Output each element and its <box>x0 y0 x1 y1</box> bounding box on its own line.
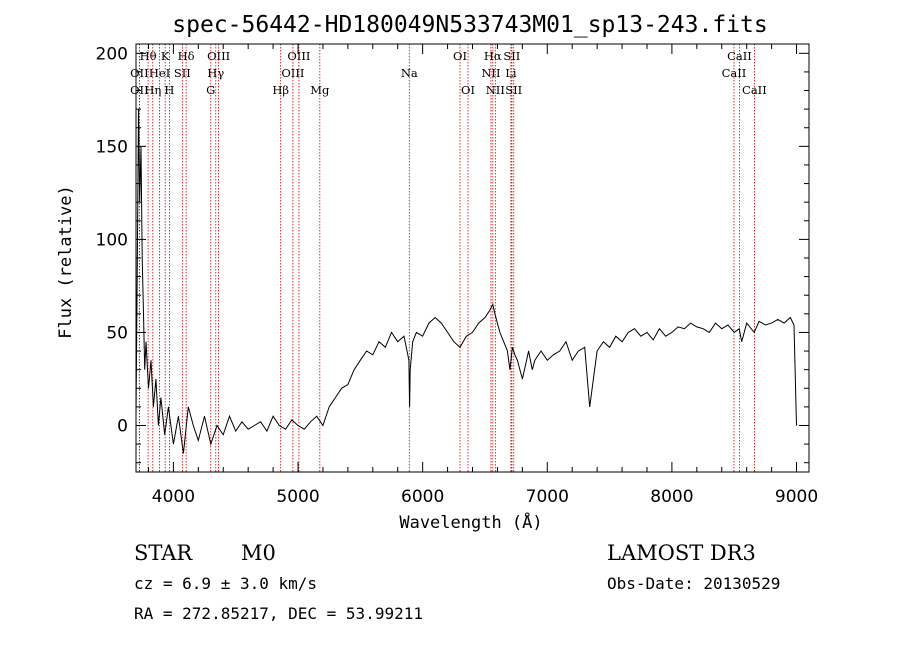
x-tick-label: 9000 <box>775 487 818 507</box>
line-label: OIII <box>287 49 310 63</box>
object-class: STAR <box>134 541 193 565</box>
x-tick-label: 5000 <box>276 487 319 507</box>
line-label: NII <box>481 66 500 80</box>
line-label: Hγ <box>207 66 224 80</box>
line-label: OIII <box>281 66 304 80</box>
line-markers <box>138 44 755 472</box>
x-axis-label: Wavelength (Å) <box>399 511 542 533</box>
line-label: OI <box>453 49 467 63</box>
line-label: H <box>164 83 174 97</box>
y-axis-label: Flux (relative) <box>56 185 76 339</box>
line-label: SII <box>505 83 522 97</box>
line-label: Li <box>505 66 517 80</box>
observation-date: Obs-Date: 20130529 <box>607 574 780 593</box>
line-label: G <box>206 83 215 97</box>
line-label: SII <box>503 49 520 63</box>
redshift-cz: cz = 6.9 ± 3.0 km/s <box>134 574 317 593</box>
line-label: OI <box>461 83 475 97</box>
line-label: Hη <box>144 83 161 97</box>
line-label: Hβ <box>272 83 289 97</box>
y-tick-label: 50 <box>106 323 128 343</box>
axis-ticks: 4000 5000 6000 7000 8000 9000 0 50 100 150 200 <box>96 44 818 507</box>
plot-frame <box>135 43 810 473</box>
y-tick-label: 100 <box>96 230 128 250</box>
x-tick-label: 6000 <box>401 487 444 507</box>
line-label: Hδ <box>178 49 195 63</box>
line-label: Mg <box>310 83 330 97</box>
line-label: CaII <box>722 66 747 80</box>
survey-name: LAMOST DR3 <box>607 541 756 565</box>
y-tick-label: 150 <box>96 137 128 157</box>
line-label: SII <box>174 66 191 80</box>
y-tick-label: 200 <box>96 44 128 64</box>
line-label: Na <box>401 66 418 80</box>
line-label: HeI <box>149 66 170 80</box>
chart-title: spec-56442-HD180049N533743M01_sp13-243.f… <box>172 12 767 38</box>
line-label: K <box>161 49 170 63</box>
x-tick-label: 8000 <box>650 487 693 507</box>
line-label: OII <box>130 83 149 97</box>
line-label: OII <box>130 66 149 80</box>
line-label: Hα <box>484 49 502 63</box>
ra-dec-coordinates: RA = 272.85217, DEC = 53.99211 <box>134 604 423 623</box>
y-tick-label: 0 <box>117 416 128 436</box>
line-label: Hθ <box>140 49 157 63</box>
line-label: OIII <box>207 49 230 63</box>
line-label: NII <box>486 83 505 97</box>
spectrum-line <box>135 109 797 454</box>
line-labels: OIIOIIHθHηHeIKHSIIHδGHγOIIIHβOIIIOIIIMgN… <box>130 49 767 97</box>
line-label: CaII <box>727 49 752 63</box>
line-label: CaII <box>742 83 767 97</box>
x-tick-label: 4000 <box>152 487 195 507</box>
x-tick-label: 7000 <box>526 487 569 507</box>
object-subclass: M0 <box>241 541 276 565</box>
